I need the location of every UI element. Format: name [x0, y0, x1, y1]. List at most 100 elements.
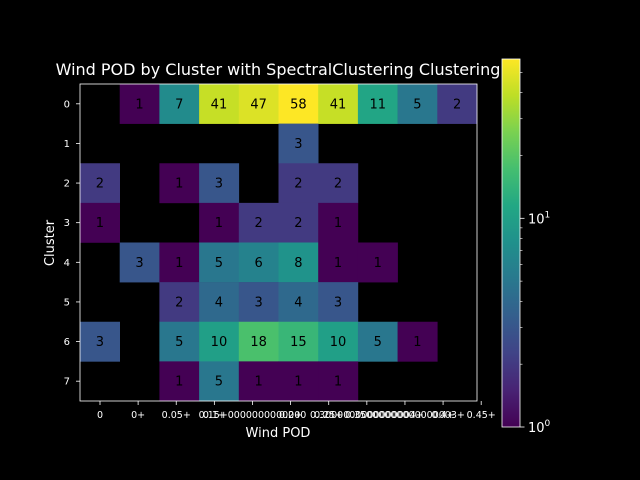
- cell-value-label: 3: [294, 137, 302, 152]
- heatmap-cell: [159, 84, 200, 124]
- x-tick-label: 0.15+0000000000000: [199, 410, 307, 421]
- heatmap-cell: [238, 84, 279, 124]
- cell-value-label: 15: [290, 335, 307, 350]
- x-axis-label: Wind POD: [246, 426, 311, 441]
- chart-title: Wind POD by Cluster with SpectralCluster…: [56, 60, 501, 79]
- y-tick-label: 1: [64, 139, 70, 150]
- heatmap-cell: [318, 84, 359, 124]
- cell-value-label: 5: [175, 335, 183, 350]
- x-tick-label: 0.4+: [432, 410, 455, 421]
- heatmap-cell: [238, 282, 279, 323]
- cell-value-label: 5: [215, 375, 223, 390]
- cell-value-label: 1: [334, 256, 342, 271]
- heatmap-cell: [80, 321, 120, 362]
- heatmap-cell: [318, 282, 359, 323]
- cell-value-label: 1: [334, 216, 342, 231]
- cell-value-label: 6: [255, 256, 263, 271]
- cell-value-label: 47: [250, 97, 267, 112]
- x-tick-label: 0+: [131, 410, 145, 421]
- cell-value-label: 2: [294, 177, 302, 192]
- cell-value-label: 2: [255, 216, 263, 231]
- heatmap-cell: [318, 361, 359, 402]
- x-tick-label: 0.45+: [467, 410, 496, 421]
- heatmap-cell: [199, 242, 240, 283]
- heatmap-cell: [159, 282, 200, 323]
- y-tick-label: 4: [64, 258, 70, 269]
- cell-value-label: 8: [294, 256, 302, 271]
- cell-value-label: 41: [211, 97, 228, 112]
- heatmap-cell: [119, 242, 160, 283]
- y-tick-label: 5: [64, 297, 70, 308]
- heatmap-cell: [278, 163, 319, 204]
- heatmap-cell: [159, 163, 200, 204]
- heatmap-cell: [80, 163, 120, 204]
- heatmap-cell: [278, 123, 319, 164]
- cell-value-label: 1: [175, 256, 183, 271]
- cell-value-label: 1: [215, 216, 223, 231]
- y-tick-label: 3: [64, 218, 70, 229]
- heatmap-cell: [278, 84, 319, 124]
- heatmap-cell: [199, 202, 240, 243]
- cell-value-label: 1: [294, 375, 302, 390]
- x-tick-label: 0.2+: [279, 410, 302, 421]
- y-tick-label: 7: [64, 377, 70, 388]
- heatmap-cell: [318, 163, 359, 204]
- cell-value-label: 3: [215, 177, 223, 192]
- colorbar: [501, 58, 521, 428]
- plot-frame: [79, 83, 478, 402]
- heatmap-cell: [159, 321, 200, 362]
- cell-value-label: 5: [374, 335, 382, 350]
- cell-value-label: 1: [374, 256, 382, 271]
- colorbar-ticks: 100 101: [520, 72, 551, 436]
- cell-value-label: 2: [453, 97, 461, 112]
- cell-value-label: 5: [413, 97, 421, 112]
- y-tick-label: 0: [64, 99, 70, 110]
- heatmap-cell: [357, 242, 398, 283]
- cell-value-label: 4: [294, 295, 302, 310]
- cell-value-label: 10: [330, 335, 347, 350]
- x-tick-label: 0.1+: [203, 410, 226, 421]
- cell-value-label: 1: [135, 97, 143, 112]
- heatmap-cell: [238, 361, 279, 402]
- heatmap-cell: [238, 242, 279, 283]
- cell-value-label: 1: [334, 375, 342, 390]
- cell-value-label: 5: [215, 256, 223, 271]
- x-tick-label: 0: [97, 410, 103, 421]
- cell-value-label: 11: [369, 97, 386, 112]
- y-axis-ticks: 0 1 2 3 4 5 6 7: [64, 99, 80, 388]
- heatmap-cell: [397, 84, 438, 124]
- y-axis-label: Cluster: [43, 219, 58, 266]
- heatmap-cell: [199, 321, 240, 362]
- heatmap-cell: [397, 321, 438, 362]
- cell-value-label: 1: [96, 216, 104, 231]
- heatmap-cell: [318, 202, 359, 243]
- heatmap-cell: [199, 361, 240, 402]
- heatmap-cell: [318, 321, 359, 362]
- x-tick-label: 0.25+: [314, 410, 343, 421]
- cell-value-label: 1: [175, 177, 183, 192]
- heatmap-cell: [357, 84, 398, 124]
- cell-value-label: 41: [330, 97, 347, 112]
- y-tick-label: 2: [64, 179, 70, 190]
- cell-value-label: 3: [96, 335, 104, 350]
- cell-value-label: 1: [413, 335, 421, 350]
- cell-value-label: 1: [255, 375, 263, 390]
- cell-value-label: 3: [334, 295, 342, 310]
- heatmap-cell: [199, 163, 240, 204]
- heatmap-cell: [437, 84, 478, 124]
- cell-value-label: 58: [290, 97, 307, 112]
- heatmap-cell: [238, 321, 279, 362]
- x-tick-label: 0.3000000000000004+: [310, 410, 424, 421]
- cell-value-label: 2: [96, 177, 104, 192]
- colorbar-tick-label: 101: [528, 210, 550, 227]
- cell-value-label: 3: [135, 256, 143, 271]
- heatmap-cells: [80, 84, 478, 402]
- heatmap-cell: [278, 321, 319, 362]
- cell-value-label: 2: [294, 216, 302, 231]
- cell-value-label: 10: [211, 335, 228, 350]
- heatmap-cell-labels: 1 7 41 47 58 41 11 5 232 1 3 2 21 1 2 2 13 1 5 6 8 1 12 4 3 4 33 5 1…: [96, 97, 462, 389]
- x-tick-label: 0.05+: [162, 410, 191, 421]
- heatmap-cell: [357, 321, 398, 362]
- heatmap-cell: [80, 202, 120, 243]
